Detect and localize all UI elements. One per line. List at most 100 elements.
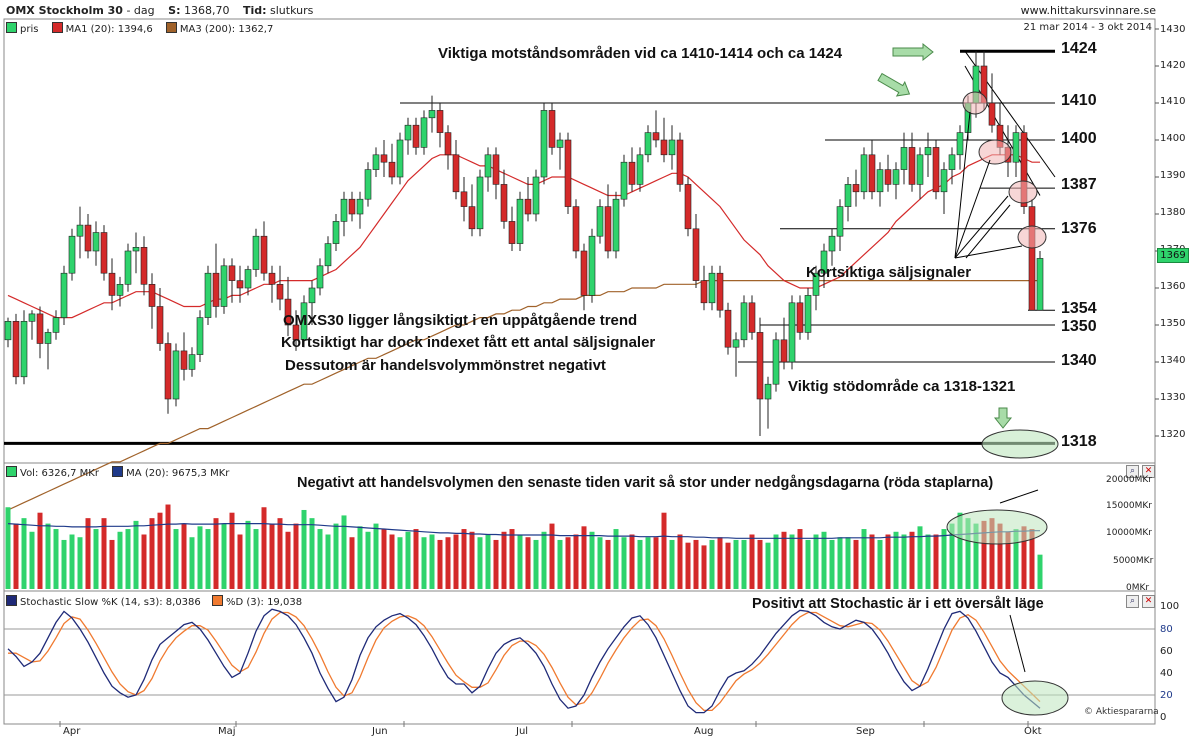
candle-body: [364, 169, 372, 200]
candle-body: [732, 339, 740, 348]
volume-bar: [861, 529, 867, 589]
candle-body: [284, 298, 292, 326]
candle-body: [660, 139, 668, 156]
price-tick: 1400: [1160, 133, 1186, 144]
volume-bar: [205, 529, 211, 589]
candle-body: [20, 320, 28, 378]
last-price: 1368,70: [183, 4, 230, 17]
volume-bar: [709, 539, 715, 589]
annotation-stochastic: Positivt att Stochastic är i ett översål…: [752, 596, 1044, 612]
candle-body: [420, 117, 428, 148]
month-label: Aug: [694, 726, 714, 737]
stoch-ellipse: [1001, 680, 1069, 716]
volume-bar: [661, 512, 667, 589]
candle-body: [812, 272, 820, 296]
candle-body: [348, 198, 356, 215]
volume-bar: [557, 539, 563, 589]
candle-body: [724, 309, 732, 348]
volume-bar: [437, 539, 443, 589]
candle-body: [580, 250, 588, 296]
candle-body: [156, 306, 164, 344]
candle-body: [204, 272, 212, 318]
candle-body: [884, 169, 892, 185]
zoom-icon[interactable]: ⌕: [1126, 465, 1139, 478]
candle-body: [828, 235, 836, 252]
signal-ellipse: [1017, 225, 1047, 249]
candle-body: [940, 169, 948, 193]
volume-bar: [773, 534, 779, 589]
candle-body: [948, 154, 956, 170]
volume-bar: [309, 518, 315, 589]
volume-bar: [29, 531, 35, 589]
candle-body: [84, 224, 92, 252]
volume-bar: [285, 531, 291, 589]
volume-bar: [517, 534, 523, 589]
stoch-tick: 40: [1160, 668, 1173, 679]
volume-bar: [1037, 554, 1043, 589]
price-tick: 1360: [1160, 281, 1186, 292]
site-url[interactable]: www.hittakursvinnare.se: [1020, 4, 1156, 17]
candle-body: [956, 132, 964, 156]
close-icon[interactable]: ✕: [1142, 595, 1155, 608]
volume-tick: 10000MKr: [1106, 528, 1152, 538]
candle-body: [4, 320, 12, 341]
stoch-tick: 0: [1160, 712, 1167, 723]
volume-bar: [885, 534, 891, 589]
candle-body: [412, 124, 420, 148]
volume-bar: [613, 529, 619, 589]
level-label: 1424: [1061, 40, 1097, 57]
volume-tick: 5000MKr: [1113, 556, 1154, 566]
candle-body: [860, 154, 868, 193]
candle-body: [436, 110, 444, 133]
candle-body: [524, 198, 532, 215]
candle-body: [684, 184, 692, 230]
volume-bar: [645, 537, 651, 589]
annotation-short-signals: Kortsiktiga säljsignaler: [806, 264, 972, 281]
volume-bar: [149, 518, 155, 589]
volume-bar: [733, 539, 739, 589]
candle-body: [308, 287, 316, 304]
volume-bar: [221, 523, 227, 589]
month-label: Jun: [372, 726, 388, 737]
volume-bar: [989, 518, 995, 589]
volume-bar: [605, 539, 611, 589]
legend-item-vol: Vol: 6326,7 MKr: [6, 466, 99, 479]
candle-body: [276, 283, 284, 300]
close-icon[interactable]: ✕: [1142, 465, 1155, 478]
stoch-k-line: [7, 608, 1041, 714]
volume-bar: [429, 534, 435, 589]
candle-body: [444, 132, 452, 156]
annotation-support: Viktig stödområde ca 1318-1321: [788, 378, 1016, 395]
candle-body: [932, 147, 940, 193]
candle-body: [140, 247, 148, 285]
candle-body: [324, 243, 332, 267]
volume-bar: [85, 518, 91, 589]
volume-bar: [997, 523, 1003, 589]
volume-bar: [253, 529, 259, 589]
stoch-d-line: [8, 611, 1041, 712]
candle-body: [260, 235, 268, 274]
candle-body: [788, 302, 796, 363]
volume-bar: [869, 534, 875, 589]
candle-body: [916, 154, 924, 185]
candle-body: [332, 221, 340, 244]
price-tick: 1420: [1160, 60, 1186, 71]
candle-body: [212, 272, 220, 307]
zoom-icon[interactable]: ⌕: [1126, 595, 1139, 608]
candle-body: [716, 272, 724, 311]
candle-body: [468, 206, 476, 230]
level-label: 1376: [1061, 220, 1097, 237]
candle-body: [796, 302, 804, 333]
candle-body: [644, 132, 652, 156]
candle-body: [108, 272, 116, 296]
volume-bar: [629, 534, 635, 589]
stoch-tick: 100: [1160, 601, 1180, 612]
candle-body: [756, 332, 764, 400]
month-label: Maj: [218, 726, 236, 737]
candle-body: [404, 124, 412, 141]
candle-body: [316, 265, 324, 289]
signal-pointer: [954, 195, 1009, 259]
candle-body: [900, 147, 908, 170]
volume-bar: [133, 520, 139, 589]
